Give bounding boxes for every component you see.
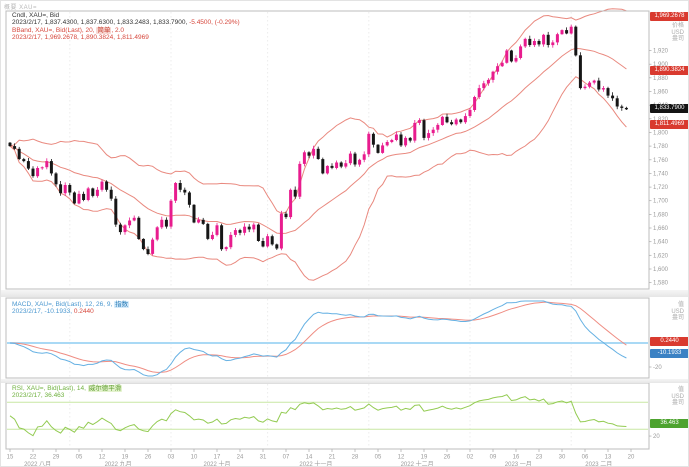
price-axis-currency: USD [671,29,684,36]
macd-value-badge: -10.1933 [650,349,688,358]
svg-text:03: 03 [168,455,175,461]
svg-text:1,900: 1,900 [653,62,669,68]
svg-text:29: 29 [53,455,60,461]
svg-text:15: 15 [7,455,14,461]
change-values: -5.4500, (-0.29%) [189,19,240,27]
svg-text:26: 26 [145,455,152,461]
svg-text:16: 16 [513,455,520,461]
series-bband-label[interactable]: BBand, XAU=, Bid(Last), 20, [12,26,97,34]
last-price-badge: 1,833.7900 [650,104,688,113]
svg-text:20: 20 [653,434,660,440]
macd-axis-units: 值 USD 盎司 [650,302,684,322]
rsi-values: 2023/2/17, 36.463 [12,392,65,400]
svg-text:1,800: 1,800 [653,131,669,137]
svg-text:06: 06 [582,455,589,461]
svg-text:1,920: 1,920 [653,49,669,55]
rsi-legend: RSI, XAU=, Bid(Last), 14, 威尔德平滑 2023/2/1… [12,385,123,400]
svg-text:2022 十二月: 2022 十二月 [401,460,434,467]
macd-axis-currency: USD [671,308,684,315]
svg-text:1,760: 1,760 [653,158,669,164]
svg-text:1,640: 1,640 [653,240,669,246]
svg-text:2022 九月: 2022 九月 [105,460,132,467]
svg-text:1,680: 1,680 [653,212,669,218]
svg-text:1,880: 1,880 [653,76,669,82]
series-macd-label[interactable]: MACD, XAU=, Bid(Last), 12, 26, 9, [12,301,115,308]
svg-text:02: 02 [467,455,474,461]
series-candle-label[interactable]: Cndl, XAU=, Bid [12,12,60,19]
svg-text:05: 05 [76,455,83,461]
rsi-value-badge: 36.463 [650,419,688,428]
svg-text:19: 19 [122,455,129,461]
bband-lower-badge: 1,811.4969 [650,120,688,129]
svg-text:21: 21 [329,455,336,461]
svg-text:10: 10 [191,455,198,461]
svg-text:05: 05 [375,455,382,461]
svg-text:1,860: 1,860 [653,90,669,96]
rsi-axis-currency: USD [671,393,684,400]
svg-text:12: 12 [398,455,405,461]
svg-text:-20: -20 [653,365,662,371]
svg-text:1,580: 1,580 [653,281,669,287]
svg-text:1,720: 1,720 [653,185,669,191]
svg-text:12: 12 [99,455,106,461]
svg-text:2023 二月: 2023 二月 [585,461,612,467]
macd-signal-badge: 0.2440 [650,337,688,346]
svg-text:09: 09 [490,455,497,461]
panel-splitter-main-macd[interactable] [1,290,688,297]
svg-text:31: 31 [260,455,267,461]
svg-text:17: 17 [214,455,221,461]
svg-text:1,620: 1,620 [653,253,669,259]
price-axis-units: 价格 USD 盎司 [650,23,684,43]
svg-text:14: 14 [306,455,313,461]
rsi-smoothing-chip[interactable]: 威尔德平滑 [87,385,123,392]
svg-text:1,600: 1,600 [653,267,669,273]
macd-ma-type-chip[interactable]: 指数 [114,301,130,308]
svg-text:1,660: 1,660 [653,226,669,232]
price-axis-per-unit: 盎司 [671,36,684,43]
svg-text:13: 13 [605,455,612,461]
price-legend: Cndl, XAU=, Bid 2023/2/17, 1,837.4300, 1… [12,12,240,42]
svg-text:1,820: 1,820 [653,117,669,123]
svg-text:19: 19 [421,455,428,461]
svg-text:30: 30 [559,455,566,461]
window-header-text: 概要 XAU= [4,5,38,11]
svg-text:07: 07 [283,455,290,461]
svg-text:2022 十一月: 2022 十一月 [299,460,332,467]
rsi-axis-per-unit: 盎司 [671,400,684,407]
svg-text:1,700: 1,700 [653,199,669,205]
bband-upper-badge: 1,969.2678 [650,12,688,21]
bband-values: 2023/2/17, 1,969.2678, 1,890.3824, 1,811… [12,34,149,42]
svg-text:24: 24 [237,455,244,461]
rsi-axis-unit-label: 值 [677,387,684,393]
svg-text:1,780: 1,780 [653,144,669,150]
bband-middle-badge: 1,890.3824 [650,66,688,75]
bband-stdev-label: , 2.0 [111,26,125,34]
macd-axis-unit-label: 值 [677,302,684,308]
svg-text:1,740: 1,740 [653,171,669,177]
series-rsi-label[interactable]: RSI, XAU=, Bid(Last), 14, [12,385,88,392]
svg-text:28: 28 [352,455,359,461]
macd-axis-per-unit: 盎司 [671,315,684,322]
svg-text:20: 20 [628,455,635,461]
bband-ma-type-chip[interactable]: 简单 [96,26,112,34]
svg-text:2022 八月: 2022 八月 [24,461,51,467]
panel-splitter-macd-rsi[interactable] [1,379,688,383]
macd-values: 2023/2/17, -10.1933, [12,308,74,316]
svg-text:23: 23 [536,455,543,461]
rsi-axis-units: 值 USD 盎司 [650,387,684,407]
ohlc-values: 2023/2/17, 1,837.4300, 1,837.6300, 1,833… [12,19,188,27]
price-axis-unit-label: 价格 [671,23,684,29]
svg-text:2022 十月: 2022 十月 [203,460,230,467]
macd-signal-value: 0.2440 [73,308,94,316]
svg-text:22: 22 [30,455,37,461]
svg-text:26: 26 [444,455,451,461]
svg-text:2023 一月: 2023 一月 [505,461,532,467]
macd-legend: MACD, XAU=, Bid(Last), 12, 26, 9, 指数 202… [12,301,130,316]
